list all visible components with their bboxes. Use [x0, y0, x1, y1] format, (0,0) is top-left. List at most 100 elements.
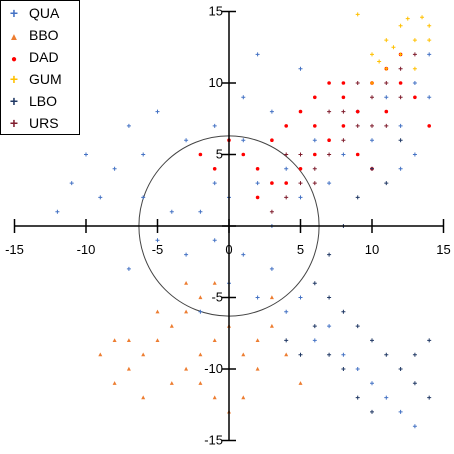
point-urs-16: [284, 152, 289, 157]
point-qua-37: [241, 95, 246, 100]
point-qua-14: [126, 266, 131, 271]
y-tick-label-2: -5: [211, 290, 223, 305]
point-qua-31: [412, 424, 417, 429]
point-dad-10: [341, 95, 346, 100]
legend-item-gum: + GUM: [5, 69, 62, 89]
point-bbo-10: [198, 381, 203, 385]
legend-marker-gum: +: [9, 71, 19, 87]
point-dad-16: [427, 124, 432, 128]
point-urs-13: [327, 109, 332, 114]
point-dad-26: [384, 109, 389, 114]
point-dad-15: [413, 95, 417, 100]
point-bbo-16: [284, 352, 289, 357]
point-qua-0: [198, 209, 203, 214]
point-qua-26: [284, 309, 289, 314]
point-urs-4: [327, 152, 332, 157]
point-qua-28: [341, 352, 346, 357]
point-qua-40: [255, 52, 260, 57]
point-qua-55: [269, 266, 274, 271]
x-tick-label-3: 0: [225, 242, 232, 257]
point-dad-3: [241, 152, 246, 157]
legend-marker-urs: +: [9, 115, 19, 131]
point-qua-44: [198, 309, 203, 314]
point-gum-10: [427, 38, 432, 43]
legend-label-dad: DAD: [29, 49, 59, 65]
point-qua-8: [169, 209, 174, 214]
point-gum-5: [427, 23, 432, 28]
point-lbo-3: [355, 324, 360, 329]
point-bbo-4: [155, 338, 160, 342]
point-qua-50: [126, 123, 131, 128]
point-lbo-23: [427, 338, 432, 343]
point-qua-47: [412, 152, 417, 157]
y-tick-label-0: -15: [204, 433, 223, 448]
point-urs-14: [355, 81, 360, 85]
legend-label-gum: GUM: [29, 71, 62, 87]
point-lbo-13: [312, 324, 317, 329]
point-qua-48: [398, 166, 403, 171]
axes: -15 -10 -5 0 5 10 15 -15 -10 -5 5 10 15: [5, 4, 451, 448]
point-lbo-5: [384, 352, 389, 357]
legend-item-bbo: ▲ BBO: [5, 25, 59, 45]
point-urs-10: [412, 52, 417, 57]
point-urs-18: [370, 123, 374, 128]
point-qua-49: [141, 152, 146, 157]
point-bbo-27: [112, 338, 117, 342]
point-lbo-8: [427, 395, 432, 400]
point-dad-5: [270, 138, 274, 142]
point-qua-1: [212, 238, 217, 243]
point-lbo-2: [341, 309, 346, 314]
point-urs-8: [384, 81, 389, 85]
point-dad-17: [313, 152, 317, 157]
point-urs-12: [298, 152, 303, 157]
point-qua-24: [69, 181, 74, 186]
point-lbo-19: [384, 181, 389, 186]
point-qua-17: [370, 138, 374, 143]
point-bbo-0: [212, 281, 217, 285]
point-lbo-4: [370, 338, 374, 343]
legend-marker-lbo: +: [9, 93, 19, 109]
point-urs-17: [341, 109, 346, 114]
legend: + QUA ▲ BBO ● DAD + GUM + LBO + URS: [0, 0, 80, 135]
point-qua-18: [384, 95, 389, 100]
point-gum-12: [420, 15, 425, 20]
point-gum-9: [370, 81, 374, 85]
point-gum-1: [370, 52, 374, 57]
point-dad-18: [327, 138, 331, 142]
y-tick-label-6: 15: [209, 4, 223, 19]
legend-label-urs: URS: [29, 115, 59, 131]
point-lbo-0: [312, 281, 317, 286]
point-bbo-24: [298, 381, 303, 385]
x-tick-label-6: 15: [436, 242, 450, 257]
point-dad-25: [255, 195, 260, 200]
point-qua-20: [412, 81, 417, 85]
point-bbo-28: [269, 295, 274, 300]
point-lbo-14: [298, 352, 303, 357]
point-lbo-22: [412, 352, 417, 357]
point-urs-1: [284, 195, 289, 200]
x-tick-label-1: -10: [77, 242, 96, 257]
point-qua-32: [384, 395, 389, 400]
point-dad-29: [341, 81, 346, 85]
legend-item-qua: + QUA: [5, 3, 59, 23]
point-qua-52: [241, 138, 246, 143]
point-bbo-11: [212, 395, 217, 400]
point-lbo-1: [327, 295, 332, 300]
point-gum-7: [412, 66, 417, 71]
point-gum-3: [398, 23, 403, 28]
point-qua-41: [184, 138, 189, 143]
legend-item-lbo: + LBO: [5, 91, 57, 111]
point-qua-39: [298, 66, 303, 71]
point-bbo-14: [255, 338, 260, 342]
point-bbo-8: [98, 352, 103, 357]
point-qua-25: [55, 209, 60, 214]
point-bbo-7: [112, 381, 117, 385]
legend-label-bbo: BBO: [29, 27, 59, 43]
point-dad-4: [255, 167, 260, 171]
point-lbo-12: [327, 352, 332, 357]
point-qua-54: [212, 181, 217, 186]
point-bbo-15: [269, 323, 274, 328]
point-lbo-11: [370, 409, 374, 414]
point-qua-12: [141, 195, 146, 200]
point-urs-19: [398, 95, 403, 100]
